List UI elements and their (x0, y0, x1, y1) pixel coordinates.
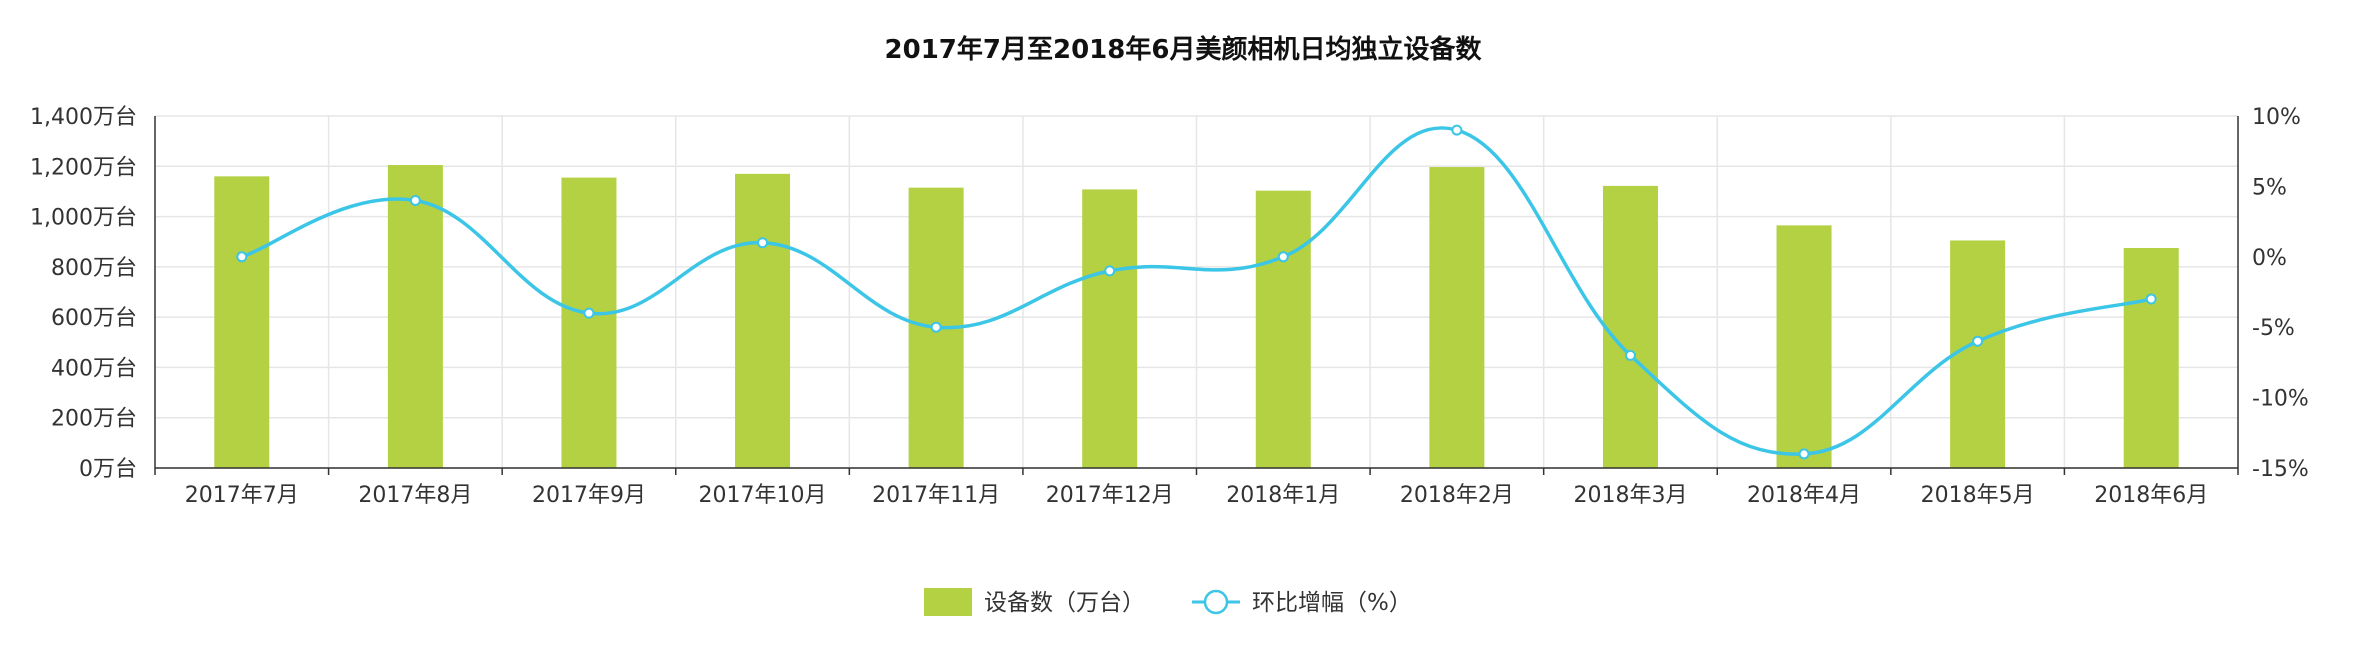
bar (735, 173, 791, 469)
bar (1776, 225, 1832, 468)
bar (561, 177, 617, 468)
line-point (1624, 349, 1636, 361)
tick-labels: 0万台 200万台 400万台 600万台 800万台 1,000万台 1,200万台 1,4… (30, 105, 2309, 508)
line-point (1277, 251, 1289, 263)
y-right-tick-label: -15% (2252, 457, 2309, 482)
y-right-tick-label: 10% (2252, 105, 2301, 130)
line-point (583, 307, 595, 319)
x-tick-label: 2018年3月 (1573, 483, 1687, 508)
line-point (1798, 448, 1810, 460)
grid (155, 115, 2238, 469)
line-point (1104, 265, 1116, 277)
bar (214, 176, 270, 469)
x-tick-label: 2017年7月 (185, 483, 299, 508)
axes (154, 116, 2239, 475)
y-left-tick-label: 200万台 (51, 407, 137, 432)
x-tick-label: 2018年2月 (1400, 483, 1514, 508)
bar (387, 165, 443, 468)
y-left-tick-label: 600万台 (51, 306, 137, 331)
x-tick-label: 2017年10月 (699, 483, 827, 508)
legend: 设备数（万台） 环比增幅（%） (924, 588, 1412, 616)
x-tick-label: 2018年4月 (1747, 483, 1861, 508)
x-tick-label: 2018年1月 (1226, 483, 1340, 508)
legend-label-bars: 设备数（万台） (984, 590, 1145, 616)
bar (1255, 190, 1311, 468)
line-point (930, 321, 942, 333)
legend-swatch-line-marker (1203, 589, 1229, 615)
line-point (236, 251, 248, 263)
line-point (409, 194, 421, 206)
line-point (757, 237, 769, 249)
line-series (236, 124, 2157, 460)
bar (2123, 248, 2179, 468)
y-right-tick-label: -5% (2252, 316, 2295, 341)
y-left-tick-label: 800万台 (51, 256, 137, 281)
x-tick-label: 2017年8月 (358, 483, 472, 508)
bar (1602, 185, 1658, 468)
x-tick-label: 2018年5月 (1921, 483, 2035, 508)
line-point (1972, 335, 1984, 347)
bar (1429, 167, 1485, 469)
x-tick-label: 2017年12月 (1046, 483, 1174, 508)
bar (1950, 240, 2006, 468)
y-left-tick-label: 1,000万台 (30, 206, 137, 231)
legend-label-line: 环比增幅（%） (1252, 590, 1412, 616)
bar-series (214, 165, 2179, 469)
chart-title: 2017年7月至2018年6月美颜相机日均独立设备数 (885, 34, 1483, 65)
y-left-tick-label: 400万台 (51, 356, 137, 381)
x-tick-label: 2017年9月 (532, 483, 646, 508)
line-path (241, 126, 2152, 456)
y-left-tick-label: 1,200万台 (30, 155, 137, 180)
x-tick-label: 2018年6月 (2094, 483, 2208, 508)
y-right-tick-label: -10% (2252, 387, 2309, 412)
line-point (1451, 124, 1463, 136)
line-point (2145, 293, 2157, 305)
y-right-tick-label: 0% (2252, 246, 2287, 271)
y-right-tick-label: 5% (2252, 175, 2287, 200)
y-left-tick-label: 0万台 (79, 457, 137, 482)
bar (1082, 189, 1138, 468)
legend-swatch-bars (924, 588, 972, 616)
x-tick-label: 2017年11月 (872, 483, 1000, 508)
y-left-tick-label: 1,400万台 (30, 105, 137, 130)
